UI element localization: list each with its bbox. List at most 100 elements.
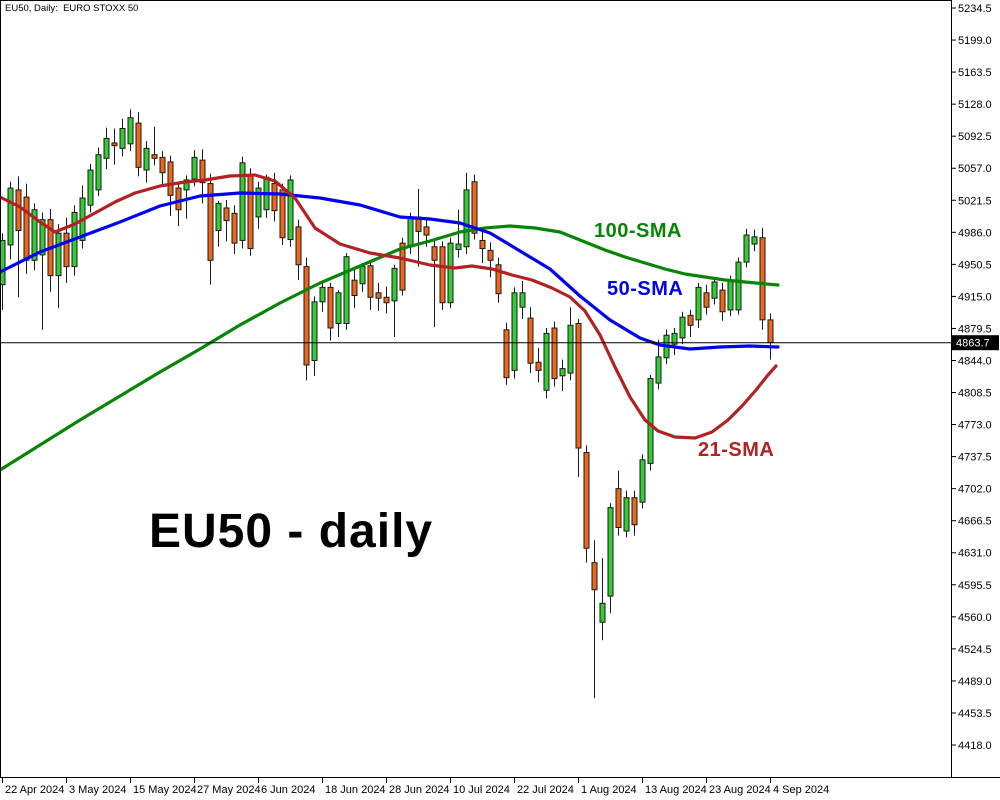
candle-body — [127, 117, 134, 145]
sma50-line — [0, 191, 780, 351]
candle-body — [575, 322, 582, 449]
price-axis: 5234.5 5199.0 5163.5 5128.0 5092.5 5057.0 5021… — [951, 3, 992, 752]
candle-bear — [175, 182, 182, 226]
candle-body — [447, 242, 454, 304]
candle-body — [647, 378, 654, 464]
date-axis-label: 1 Aug 2024 — [581, 784, 637, 796]
candle-bear — [431, 239, 438, 328]
candle-bull — [143, 141, 150, 183]
price-axis-label: 4773.0 — [958, 420, 992, 432]
candle-body — [471, 181, 478, 234]
candle-body — [279, 189, 286, 239]
candle-bear — [495, 257, 502, 303]
candle-bear — [135, 112, 142, 177]
candle-body — [759, 237, 766, 321]
candle-body — [175, 187, 182, 211]
candle-bull — [519, 281, 526, 319]
price-axis-label: 5128.0 — [958, 99, 992, 111]
candle-bull — [543, 327, 550, 399]
candle-bull — [599, 558, 606, 641]
candle-body — [567, 324, 574, 374]
candle-body — [727, 279, 734, 311]
candle-body — [311, 301, 318, 361]
date-axis-label: 22 Jul 2024 — [517, 784, 574, 796]
candle-bear — [479, 228, 486, 263]
date-axis-label: 13 Aug 2024 — [645, 784, 707, 796]
price-axis-label: 4986.0 — [958, 227, 992, 239]
candle-body — [7, 187, 14, 246]
price-axis-label: 4844.0 — [958, 355, 992, 367]
candle-body — [23, 196, 30, 261]
candle-body — [215, 202, 222, 232]
candles-layer — [0, 109, 774, 699]
candle-bear — [583, 445, 590, 563]
candle-bull — [255, 181, 262, 229]
date-axis-label: 18 Jun 2024 — [325, 784, 386, 796]
candle-body — [671, 332, 678, 345]
candle-body — [511, 292, 518, 371]
candle-bull — [639, 454, 646, 509]
candle-bull — [263, 174, 270, 218]
price-axis-label: 4950.5 — [958, 259, 992, 271]
candle-bear — [487, 242, 494, 278]
candle-bear — [151, 126, 158, 166]
sma21-label: 21-SMA — [698, 439, 775, 461]
price-axis-label: 4524.5 — [958, 644, 992, 656]
date-axis-label: 6 Jun 2024 — [261, 784, 315, 796]
candle-bear — [111, 128, 118, 165]
candle-body — [751, 236, 758, 245]
price-axis-label: 4879.5 — [958, 323, 992, 335]
date-axis-label: 4 Sep 2024 — [773, 784, 829, 796]
candle-bear — [231, 205, 238, 254]
candle-body — [103, 137, 110, 159]
date-axis-label: 22 Apr 2024 — [5, 784, 64, 796]
candle-bear — [439, 241, 446, 310]
candle-bull — [215, 200, 222, 247]
price-axis-label: 4915.0 — [958, 291, 992, 303]
candle-body — [399, 242, 406, 291]
price-axis-label: 4418.0 — [958, 740, 992, 752]
candle-body — [463, 189, 470, 248]
candle-bull — [559, 359, 566, 392]
chart-title: EU50, Daily: EURO STOXX 50 — [5, 3, 139, 14]
candle-bull — [31, 203, 38, 271]
candle-body — [767, 319, 774, 343]
price-axis-label: 4453.5 — [958, 708, 992, 720]
candle-body — [191, 156, 198, 180]
price-axis-label: 4702.0 — [958, 484, 992, 496]
candle-body — [551, 327, 558, 380]
candle-bull — [623, 490, 630, 538]
candle-bear — [295, 219, 302, 281]
sma100-label: 100-SMA — [594, 220, 682, 242]
candle-body — [111, 142, 118, 147]
candle-body — [287, 179, 294, 241]
candle-body — [143, 147, 150, 171]
candle-body — [383, 296, 390, 304]
current-price-label: 4863.7 — [956, 338, 990, 350]
candle-bear — [687, 309, 694, 338]
candle-bull — [343, 253, 350, 330]
candle-body — [599, 602, 606, 623]
candle-body — [527, 317, 534, 364]
candle-body — [623, 497, 630, 532]
candle-bull — [711, 277, 718, 305]
candle-body — [31, 209, 38, 261]
sma100-line — [0, 224, 780, 472]
candle-body — [735, 261, 742, 311]
candle-body — [95, 154, 102, 191]
candle-bear — [207, 173, 214, 285]
candle-body — [303, 266, 310, 366]
candle-body — [271, 183, 278, 212]
candle-bull — [95, 147, 102, 197]
candle-bear — [575, 318, 582, 477]
candle-body — [655, 356, 662, 384]
candle-bull — [55, 224, 62, 309]
candle-body — [223, 207, 230, 222]
candle-body — [367, 265, 374, 298]
candle-bull — [239, 156, 246, 249]
candle-body — [479, 239, 486, 250]
candle-bear — [631, 490, 638, 536]
candle-body — [375, 292, 382, 299]
candle-bull — [119, 118, 126, 157]
